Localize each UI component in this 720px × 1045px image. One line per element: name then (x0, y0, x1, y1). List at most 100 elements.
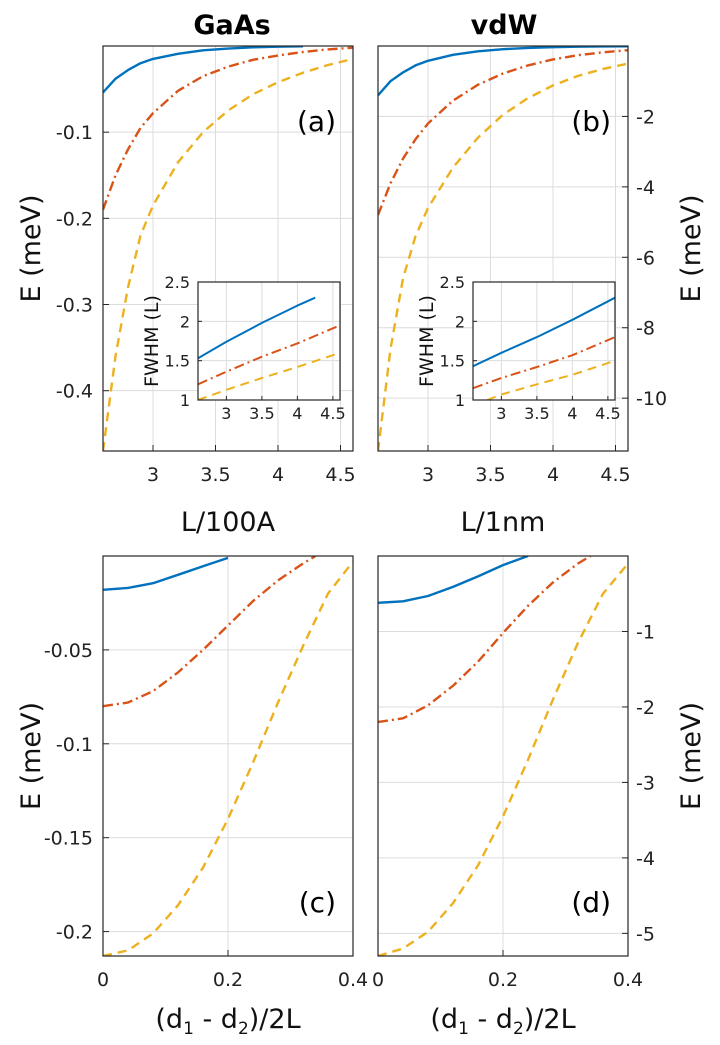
y-axis-label: E (meV) (676, 194, 707, 302)
x-tick-label: 3 (147, 464, 159, 486)
x-tick-label: 4.5 (600, 464, 630, 486)
x-tick-label: 4.5 (325, 464, 355, 486)
y-tick-label: 2 (455, 312, 465, 331)
x-axis-label-part: 2 (238, 1019, 249, 1039)
series-line-2 (378, 49, 628, 216)
x-tick-label: 4 (272, 464, 284, 486)
panel-a: 3 3.5 4 4.5 -0.1 -0.2 -0.3 -0.4 (a) L/100A E (meV)… (16, 45, 356, 538)
y-tick-label: -2 (636, 106, 655, 128)
y-tick-label: 1 (180, 391, 190, 410)
inset-y-axis-label: FWHM (L) (141, 295, 163, 387)
panel-tag: (d) (571, 886, 611, 919)
y-axis-label: E (meV) (676, 702, 707, 810)
y-tick-label: -0.2 (56, 208, 93, 230)
x-tick-label: 4.5 (595, 404, 620, 423)
y-axis-label: E (meV) (16, 702, 47, 810)
x-axis-label-part: (d (155, 1004, 183, 1035)
x-tick-label: 0 (372, 969, 384, 991)
x-tick-label: 3.5 (524, 404, 549, 423)
series-line-3 (486, 359, 615, 400)
x-tick-label: 3.5 (475, 464, 505, 486)
x-tick-label: 0 (97, 969, 109, 991)
panel-tag: (a) (297, 105, 336, 138)
x-tick-label: 3.5 (200, 464, 230, 486)
x-axis-label: (d1 - d2)/2L (155, 1004, 300, 1039)
x-tick-label: 0.4 (613, 969, 643, 991)
x-tick-label: 3 (422, 464, 434, 486)
inset-background (473, 282, 615, 400)
y-tick-label: -6 (636, 247, 655, 269)
x-axis-label-part: - d (469, 1004, 513, 1035)
x-axis-label-part: )/2L (524, 1004, 576, 1035)
series-line-3 (103, 57, 353, 451)
y-tick-label: 2.5 (440, 273, 465, 292)
x-tick-label: 4 (292, 404, 302, 423)
y-tick-label: -4 (636, 177, 655, 199)
inset-frame (472, 281, 616, 401)
y-tick-label: -0.3 (56, 295, 93, 317)
series-group (103, 46, 353, 451)
y-tick-label: -0.2 (56, 922, 93, 944)
y-tick-label: 2.5 (165, 273, 190, 292)
series-line-3 (378, 562, 628, 956)
x-axis-label-part: 2 (513, 1019, 524, 1039)
y-tick-label: -0.15 (44, 828, 93, 850)
axes-frame (102, 45, 354, 452)
y-tick-label: -0.1 (56, 734, 93, 756)
panel-c: 0 0.2 0.4 -0.05 -0.1 -0.15 -0.2 (c) (d1 - d2)/2L… (16, 555, 368, 1039)
series-line-1 (103, 46, 304, 94)
inset-frame (197, 281, 341, 401)
y-tick-label: -10 (636, 388, 667, 410)
series-line-2 (103, 556, 317, 708)
inset-y-axis-label: FWHM (L) (416, 295, 438, 387)
y-tick-label: -1 (636, 621, 655, 643)
panel-d: 0 0.2 0.4 -1 -2 -3 -4 -5 (d) (d1 - d2)/2L E (meV) (372, 555, 707, 1039)
series-group (378, 556, 628, 956)
y-tick-label: -3 (636, 772, 655, 794)
series-line-3 (198, 351, 340, 400)
series-line-2 (103, 46, 353, 211)
panel-tag: (b) (571, 105, 611, 138)
x-tick-label: 3.5 (249, 404, 274, 423)
y-tick-label: -0.05 (44, 640, 93, 662)
y-tick-label: -5 (636, 923, 655, 945)
x-axis-label: L/100A (181, 507, 276, 538)
col-title-vdw: vdW (471, 10, 538, 41)
x-axis-label-part: (d (430, 1004, 458, 1035)
series-group (103, 556, 353, 956)
series-line-1 (103, 556, 229, 591)
x-axis-label: (d1 - d2)/2L (430, 1004, 575, 1039)
series-line-1 (198, 296, 316, 360)
x-tick-label: 0.2 (213, 969, 243, 991)
x-axis-label-part: )/2L (249, 1004, 301, 1035)
x-tick-label: 0.4 (338, 969, 368, 991)
series-line-2 (378, 556, 592, 724)
y-tick-label: 1 (455, 391, 465, 410)
series-line-1 (473, 296, 615, 368)
y-axis-label: E (meV) (16, 194, 47, 302)
axes-frame (377, 45, 629, 452)
x-axis-label: L/1nm (461, 507, 546, 538)
x-axis-label-part: 1 (183, 1019, 194, 1039)
x-tick-label: 4 (547, 464, 559, 486)
y-tick-label: 1.5 (165, 352, 190, 371)
series-group (198, 296, 340, 400)
series-line-1 (378, 46, 628, 97)
series-line-2 (473, 336, 615, 390)
y-tick-label: 1.5 (440, 352, 465, 371)
x-tick-label: 4.5 (320, 404, 345, 423)
panel-tag: (c) (299, 886, 336, 919)
inset-background (198, 282, 340, 400)
col-title-gaas: GaAs (193, 10, 270, 41)
x-axis-label-part: 1 (458, 1019, 469, 1039)
y-tick-label: -0.4 (56, 381, 93, 403)
x-tick-label: 3 (221, 404, 231, 423)
y-tick-label: -4 (636, 848, 655, 870)
series-group (473, 296, 615, 400)
y-tick-label: -2 (636, 697, 655, 719)
y-tick-label: 2 (180, 312, 190, 331)
